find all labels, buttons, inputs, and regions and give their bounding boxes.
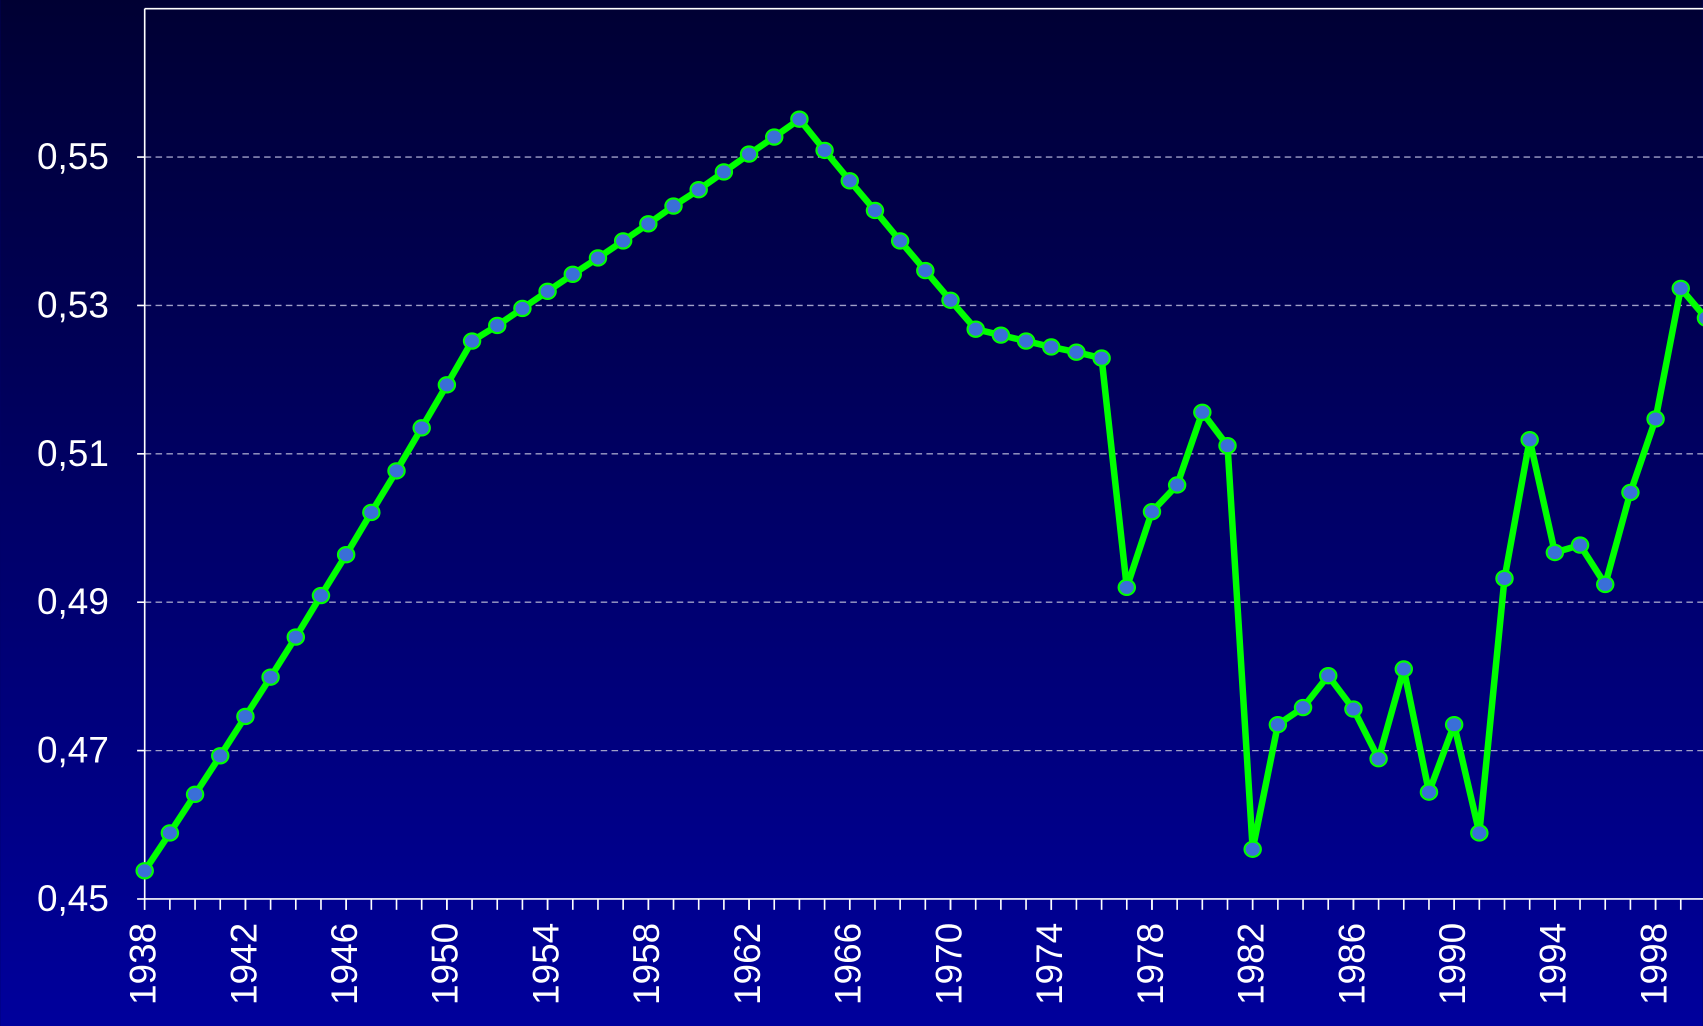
marker	[1646, 410, 1665, 428]
y-tick-label: 0,55	[37, 136, 109, 177]
marker	[790, 110, 809, 128]
marker	[1268, 715, 1288, 734]
marker	[185, 785, 205, 804]
marker	[236, 707, 255, 726]
marker	[1167, 476, 1187, 494]
x-tick-label: 1998	[1633, 923, 1674, 1005]
marker	[890, 232, 910, 250]
marker	[765, 128, 784, 146]
marker	[160, 824, 180, 842]
x-tick-label: 1978	[1130, 923, 1171, 1005]
x-tick-label: 1958	[626, 923, 667, 1005]
x-tick-label: 1954	[525, 923, 566, 1005]
marker	[1545, 543, 1565, 562]
marker	[588, 249, 608, 267]
marker	[135, 862, 154, 880]
x-tick-label: 1950	[425, 923, 466, 1005]
x-tick-label: 1986	[1331, 923, 1372, 1005]
x-tick-label: 1946	[324, 923, 365, 1005]
marker	[1218, 436, 1237, 455]
x-tick-label: 1994	[1533, 923, 1574, 1005]
y-tick-label: 0,53	[37, 284, 109, 325]
marker	[1596, 575, 1615, 594]
x-tick-label: 1974	[1029, 923, 1070, 1005]
marker	[1344, 700, 1363, 718]
x-tick-label: 1966	[828, 923, 869, 1005]
marker	[639, 215, 658, 233]
marker	[1696, 309, 1703, 327]
marker	[211, 747, 230, 765]
marker	[1621, 483, 1640, 502]
marker	[1016, 332, 1036, 350]
marker	[311, 586, 331, 605]
y-tick-label: 0,51	[37, 433, 109, 474]
marker	[488, 316, 507, 335]
x-tick-label: 1970	[928, 923, 969, 1005]
marker	[941, 291, 960, 309]
marker	[1470, 824, 1489, 842]
marker	[966, 320, 985, 338]
marker	[336, 546, 356, 564]
marker	[1671, 279, 1691, 298]
y-tick-label: 0,47	[37, 730, 109, 771]
marker	[412, 419, 431, 437]
marker	[1092, 349, 1111, 367]
marker	[714, 163, 734, 181]
marker	[1042, 338, 1061, 356]
marker	[538, 282, 557, 301]
marker	[1520, 431, 1539, 449]
marker	[1067, 343, 1086, 361]
marker	[613, 232, 633, 250]
y-tick-label: 0,49	[37, 581, 109, 622]
marker	[1293, 698, 1313, 717]
y-tick-label: 0,45	[37, 878, 109, 919]
marker	[1243, 840, 1262, 858]
marker	[1319, 666, 1338, 685]
x-tick-label: 1938	[123, 923, 164, 1005]
marker	[1444, 715, 1464, 734]
marker	[1193, 403, 1212, 421]
marker	[1419, 783, 1439, 801]
marker	[991, 326, 1011, 344]
marker	[1495, 569, 1514, 588]
marker	[664, 197, 683, 215]
marker	[1117, 578, 1137, 597]
marker	[739, 145, 759, 163]
marker	[689, 181, 708, 199]
marker	[261, 668, 280, 686]
marker	[865, 201, 885, 220]
x-tick-label: 1982	[1231, 923, 1272, 1005]
marker	[286, 628, 306, 646]
marker	[1394, 660, 1414, 678]
marker	[362, 503, 381, 522]
x-tick-label: 1990	[1432, 923, 1473, 1005]
x-tick-label: 1962	[727, 923, 768, 1005]
marker	[462, 332, 482, 350]
x-tick-label: 1942	[223, 923, 264, 1005]
marker	[815, 141, 834, 160]
marker	[1570, 536, 1590, 554]
marker	[1142, 503, 1162, 521]
marker	[840, 172, 860, 190]
marker	[1369, 750, 1388, 768]
marker	[387, 462, 406, 480]
marker	[916, 261, 935, 280]
marker	[513, 299, 532, 318]
marker	[437, 376, 457, 394]
marker	[563, 265, 583, 283]
